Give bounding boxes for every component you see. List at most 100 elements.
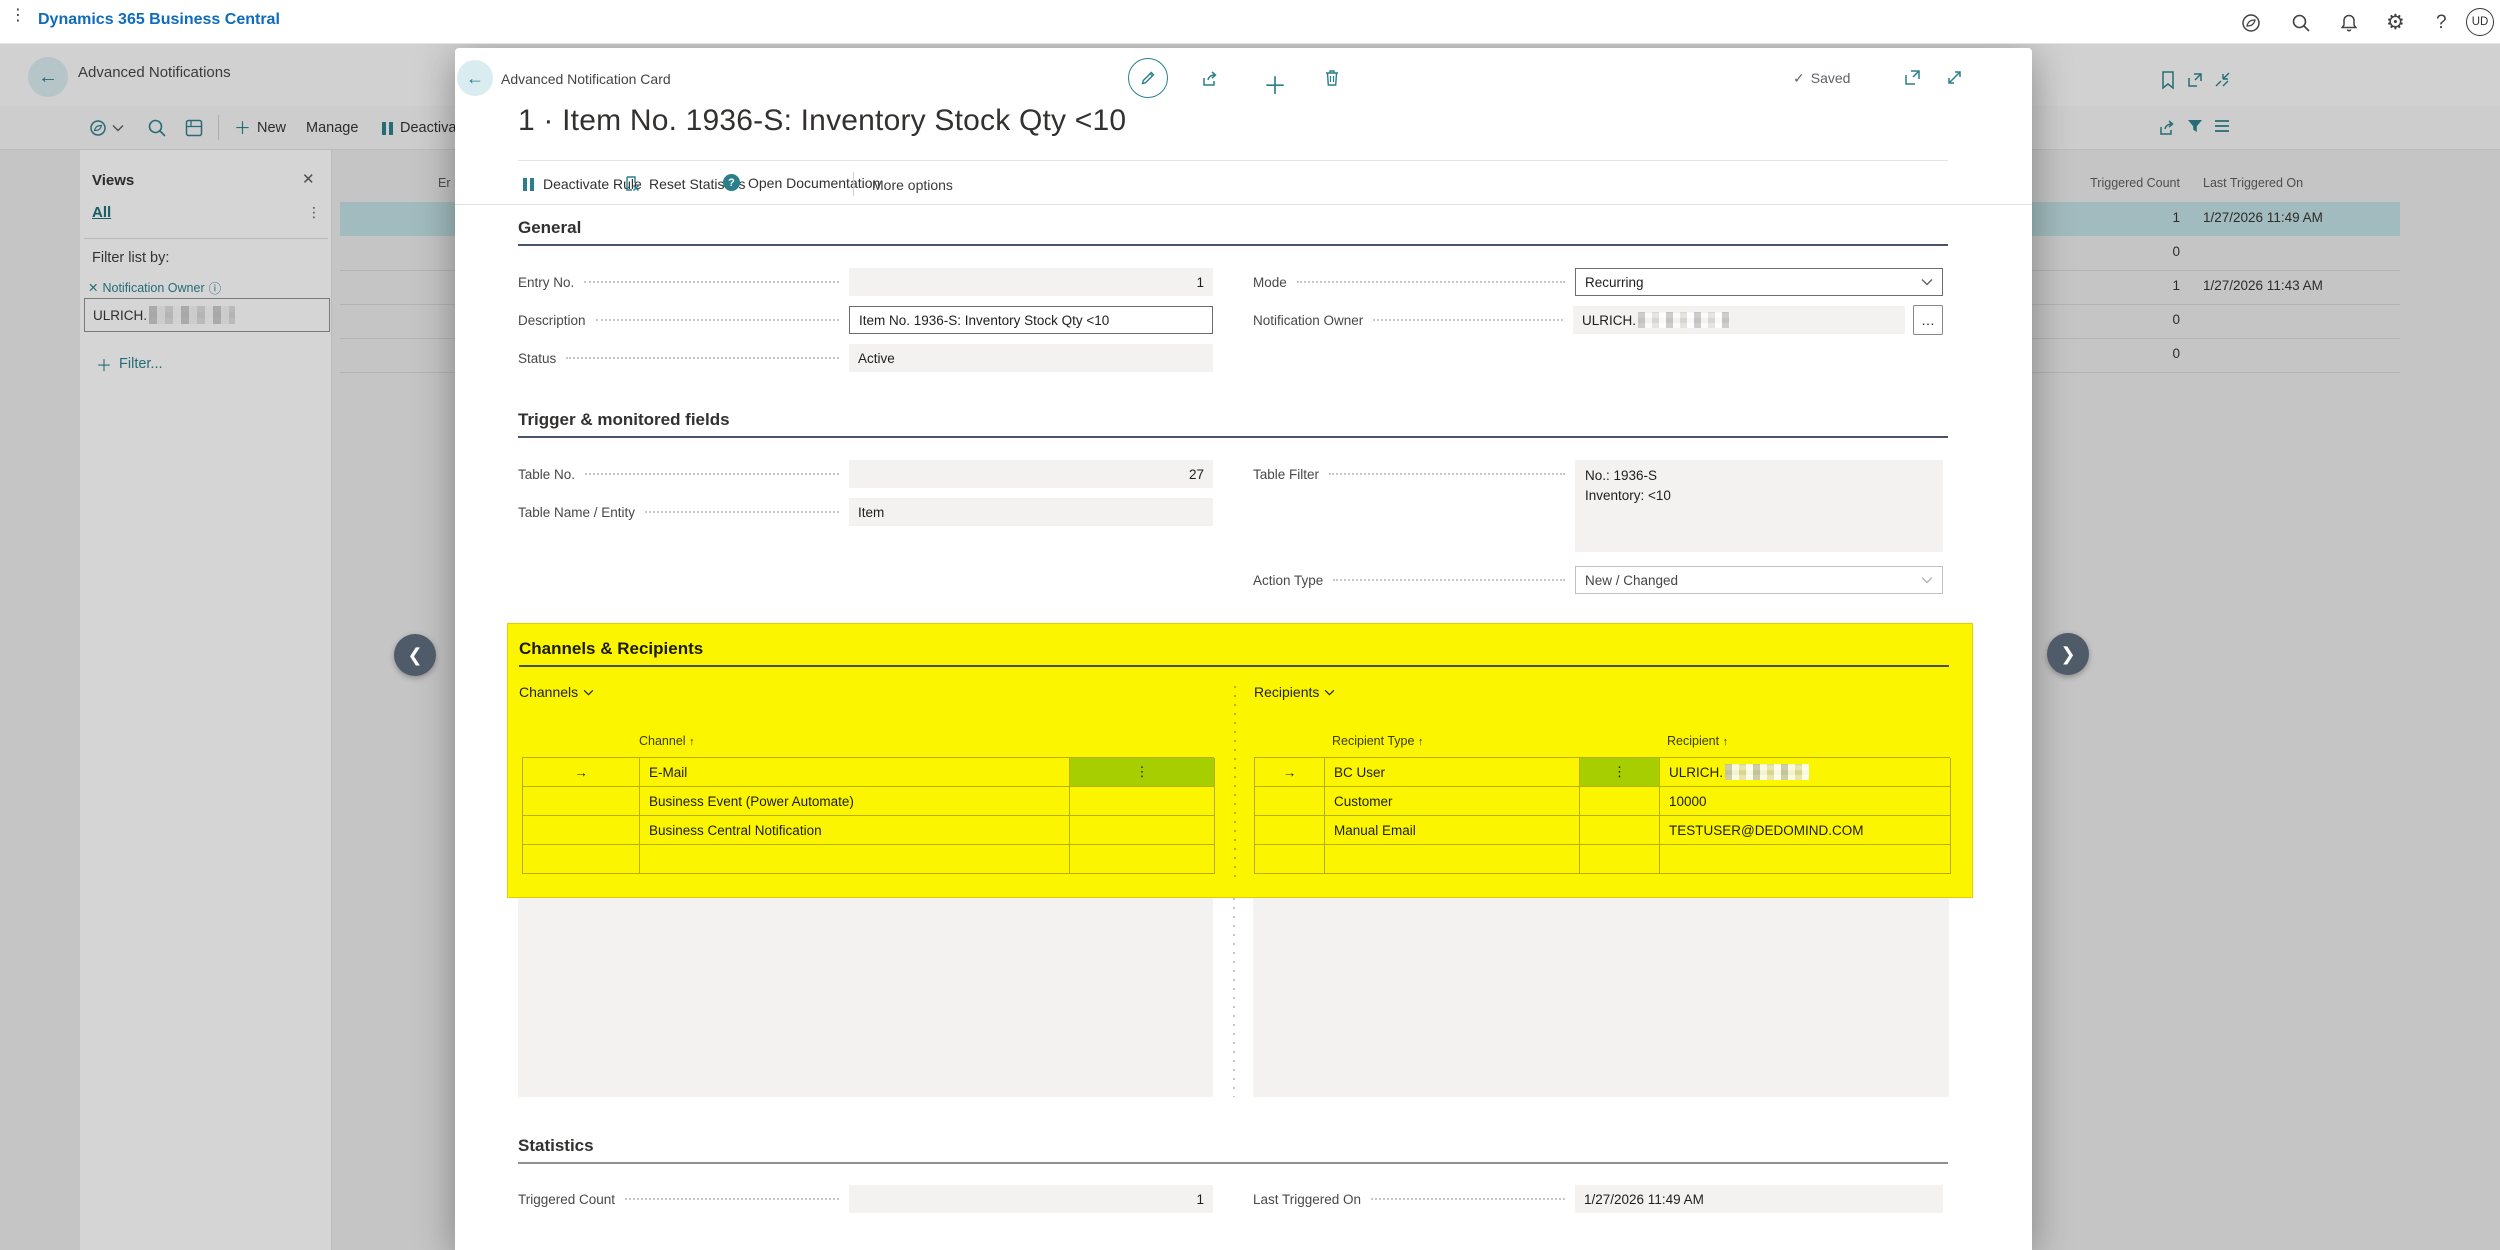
subpage-dotted-separator (1233, 898, 1235, 1097)
expand-button[interactable] (1945, 68, 1964, 87)
active-row-arrow: → (1255, 758, 1325, 787)
channels-recipients-section: Channels & Recipients Channels Recipient… (507, 623, 1973, 898)
app-title[interactable]: Dynamics 365 Business Central (38, 11, 280, 29)
recipient-type-cell[interactable]: Customer (1325, 787, 1580, 816)
more-options-button[interactable]: More options (872, 177, 953, 193)
recipient-type-cell[interactable]: Manual Email (1325, 816, 1580, 845)
pencil-icon (1139, 69, 1157, 87)
settings-gear-icon[interactable]: ⚙ (2386, 12, 2408, 34)
row-menu-dots-icon[interactable]: ⋮ (1580, 758, 1660, 787)
advanced-notification-card-dialog: ← Advanced Notification Card ＋ ✓ Saved 1… (455, 48, 2032, 1250)
table-name-value: Item (849, 498, 1213, 526)
action-type-value: New / Changed (1585, 573, 1678, 588)
delete-trash-button[interactable] (1323, 68, 1341, 88)
chevron-down-icon (583, 689, 594, 696)
recipient-cell[interactable]: TESTUSER@DEDOMIND.COM (1660, 816, 1951, 845)
open-documentation-button[interactable]: ? Open Documentation (723, 174, 880, 191)
row-menu-cell (1070, 845, 1215, 874)
recipients-expander[interactable]: Recipients (1254, 684, 1335, 700)
actionbar-separator (853, 172, 854, 196)
row-indicator-cell (523, 845, 640, 874)
copilot-icon[interactable] (2240, 12, 2262, 34)
field-label: Status (518, 351, 556, 366)
chevron-down-icon (1921, 278, 1933, 286)
status-value: Active (849, 344, 1213, 372)
field-notification-owner: Notification Owner ULRICH. … (1253, 306, 1943, 334)
field-label: Table Filter (1253, 467, 1319, 482)
recipient-cell[interactable] (1660, 845, 1951, 874)
notifications-bell-icon[interactable] (2338, 12, 2360, 34)
active-row-arrow: → (523, 758, 640, 787)
search-icon[interactable] (2290, 12, 2312, 34)
edit-pencil-button[interactable] (1128, 58, 1168, 98)
general-heading[interactable]: General (518, 218, 581, 238)
avatar[interactable]: UD (2466, 8, 2494, 36)
row-indicator-cell (1255, 816, 1325, 845)
field-label: Description (518, 313, 586, 328)
channel-col-header[interactable]: Channel ↑ (639, 734, 695, 748)
channel-cell[interactable] (640, 845, 1070, 874)
channels-subpage-body (518, 898, 1213, 1097)
sort-asc-icon: ↑ (1418, 736, 1424, 748)
section-underline (519, 665, 1949, 667)
previous-record-button[interactable]: ❮ (394, 634, 436, 676)
mode-dropdown[interactable]: Recurring (1575, 268, 1943, 296)
row-indicator-cell (523, 787, 640, 816)
row-indicator-cell (1255, 787, 1325, 816)
channel-cell[interactable]: Business Central Notification (640, 816, 1070, 845)
recipient-cell[interactable]: 10000 (1660, 787, 1951, 816)
row-menu-dots-icon[interactable]: ⋮ (1070, 758, 1215, 787)
redacted-text (1725, 764, 1809, 780)
table-filter-line1: No.: 1936-S (1585, 466, 1933, 486)
description-input[interactable]: Item No. 1936-S: Inventory Stock Qty <10 (849, 306, 1213, 334)
channels-recipients-heading[interactable]: Channels & Recipients (519, 639, 703, 659)
subpage-dotted-separator (1234, 686, 1236, 882)
pause-icon (523, 178, 534, 191)
row-menu-cell (1070, 816, 1215, 845)
question-icon: ? (723, 174, 740, 191)
recipient-type-col-header[interactable]: Recipient Type ↑ (1332, 734, 1423, 748)
mode-value: Recurring (1585, 275, 1644, 290)
dialog-breadcrumb[interactable]: Advanced Notification Card (501, 71, 671, 87)
chevron-down-icon (1921, 576, 1933, 584)
help-icon[interactable]: ? (2436, 12, 2458, 34)
owner-text: ULRICH. (1582, 313, 1636, 328)
section-underline (518, 1162, 1948, 1164)
saved-label: Saved (1811, 70, 1851, 87)
recipient-type-cell[interactable] (1325, 845, 1580, 874)
row-menu-cell (1580, 816, 1660, 845)
action-type-dropdown[interactable]: New / Changed (1575, 566, 1943, 594)
row-menu-cell (1070, 787, 1215, 816)
field-label: Table No. (518, 467, 575, 482)
new-record-plus-button[interactable]: ＋ (1263, 66, 1287, 101)
channel-cell[interactable]: Business Event (Power Automate) (640, 787, 1070, 816)
chevron-down-icon (1324, 689, 1335, 696)
recipient-type-cell[interactable]: BC User (1325, 758, 1580, 787)
statistics-heading[interactable]: Statistics (518, 1136, 594, 1156)
last-triggered-on-value: 1/27/2026 11:49 AM (1575, 1185, 1943, 1213)
field-action-type: Action Type New / Changed (1253, 566, 1943, 594)
field-label: Action Type (1253, 573, 1323, 588)
assist-edit-ellipsis-button[interactable]: … (1913, 305, 1943, 335)
next-record-button[interactable]: ❯ (2047, 633, 2089, 675)
trigger-heading[interactable]: Trigger & monitored fields (518, 410, 730, 430)
recipient-col-header[interactable]: Recipient ↑ (1667, 734, 1728, 748)
field-entry-no: Entry No. 1 (518, 268, 1213, 296)
recipient-text: ULRICH. (1669, 765, 1723, 780)
share-button[interactable] (1200, 68, 1220, 88)
divider (518, 160, 1948, 161)
recipient-cell[interactable]: ULRICH. (1660, 758, 1951, 787)
table-filter-box: No.: 1936-S Inventory: <10 (1575, 460, 1943, 552)
channel-cell[interactable]: E-Mail (640, 758, 1070, 787)
channels-expander[interactable]: Channels (519, 684, 594, 700)
sort-asc-icon: ↑ (1723, 736, 1729, 748)
field-label: Table Name / Entity (518, 505, 635, 520)
dialog-back-button[interactable]: ← (457, 60, 493, 96)
field-label: Triggered Count (518, 1192, 615, 1207)
row-indicator-cell (1255, 845, 1325, 874)
check-icon: ✓ (1793, 70, 1805, 87)
open-in-new-window-button[interactable] (1903, 68, 1922, 87)
waffle-menu-icon[interactable]: ⋮ (10, 12, 26, 19)
app-top-bar: ⋮ Dynamics 365 Business Central ⚙ ? UD (0, 0, 2500, 44)
field-table-no: Table No. 27 (518, 460, 1213, 488)
